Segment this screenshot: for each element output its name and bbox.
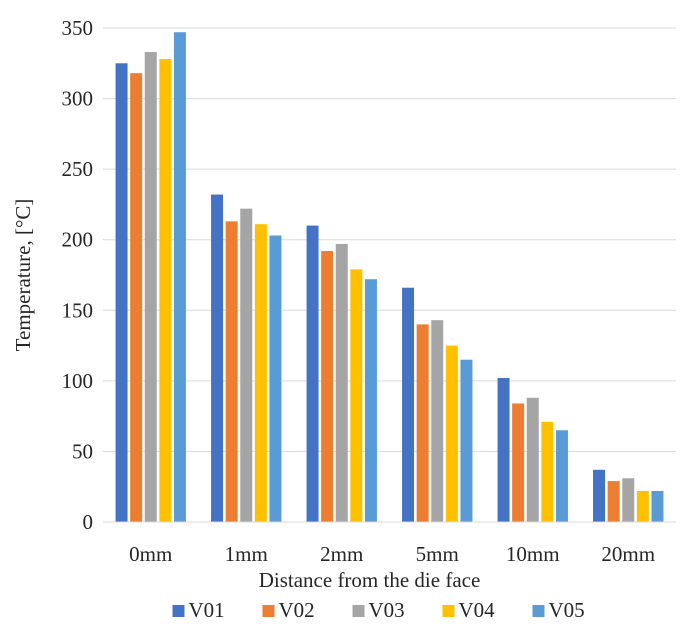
y-tick-label: 50 — [72, 439, 93, 463]
bar-v02-1mm — [225, 221, 238, 522]
y-tick-label: 100 — [62, 369, 94, 393]
legend-swatch-v05 — [532, 605, 545, 617]
bar-v05-20mm — [651, 490, 664, 522]
bar-v05-10mm — [555, 430, 568, 522]
x-tick-label: 20mm — [601, 542, 655, 566]
legend-swatch-v03 — [352, 605, 365, 617]
bar-v04-10mm — [541, 421, 554, 522]
bar-v01-5mm — [402, 287, 415, 522]
legend-label-v01: V01 — [189, 598, 225, 622]
legend-label-v02: V02 — [279, 598, 315, 622]
bar-v03-0mm — [144, 51, 157, 522]
bar-v01-20mm — [593, 469, 606, 522]
bar-v03-2mm — [335, 243, 348, 522]
bar-v01-2mm — [306, 225, 319, 522]
legend-swatch-v04 — [442, 605, 455, 617]
y-axis-ticks: 0 50 100 150 200 250 300 350 — [62, 16, 94, 534]
bar-v03-1mm — [240, 208, 253, 523]
y-tick-label: 150 — [62, 298, 94, 322]
y-tick-label: 200 — [62, 228, 94, 252]
bar-v04-0mm — [159, 59, 172, 523]
x-tick-label: 0mm — [129, 542, 172, 566]
bar-v02-10mm — [512, 403, 525, 522]
bar-v04-20mm — [636, 490, 649, 522]
bar-v05-1mm — [269, 235, 282, 523]
y-tick-label: 250 — [62, 157, 94, 181]
bar-v02-5mm — [416, 324, 429, 522]
bar-v04-2mm — [350, 269, 363, 522]
bar-v03-10mm — [526, 397, 539, 522]
bar-v05-0mm — [173, 32, 186, 523]
y-tick-label: 350 — [62, 16, 94, 40]
legend-swatch-v01 — [172, 605, 185, 617]
y-axis-title: Temperature, [°C] — [11, 199, 35, 352]
legend-swatch-v02 — [262, 605, 275, 617]
bar-v02-2mm — [321, 251, 334, 522]
x-tick-label: 5mm — [416, 542, 459, 566]
y-tick-label: 300 — [62, 87, 94, 111]
bars — [115, 32, 664, 523]
bar-v01-1mm — [211, 194, 224, 522]
bar-v01-10mm — [497, 378, 510, 522]
x-tick-label: 2mm — [320, 542, 363, 566]
legend-label-v04: V04 — [459, 598, 496, 622]
x-axis-title: Distance from the die face — [259, 568, 481, 592]
bar-v03-20mm — [622, 478, 635, 522]
bar-v04-5mm — [445, 345, 458, 522]
gridlines — [103, 27, 676, 452]
bar-v02-0mm — [130, 73, 143, 522]
legend-label-v03: V03 — [369, 598, 405, 622]
x-tick-label: 1mm — [225, 542, 268, 566]
bar-v05-2mm — [364, 279, 377, 522]
legend-label-v05: V05 — [549, 598, 585, 622]
x-axis-ticks: 0mm 1mm 2mm 5mm 10mm 20mm — [129, 542, 655, 566]
bar-v04-1mm — [254, 224, 267, 522]
legend: V01 V02 V03 V04 V05 — [172, 598, 585, 622]
x-tick-label: 10mm — [506, 542, 560, 566]
bar-v03-5mm — [431, 320, 444, 522]
y-tick-label: 0 — [83, 510, 94, 534]
bar-v05-5mm — [460, 359, 473, 522]
bar-v02-20mm — [607, 481, 620, 522]
bar-v01-0mm — [115, 63, 128, 523]
